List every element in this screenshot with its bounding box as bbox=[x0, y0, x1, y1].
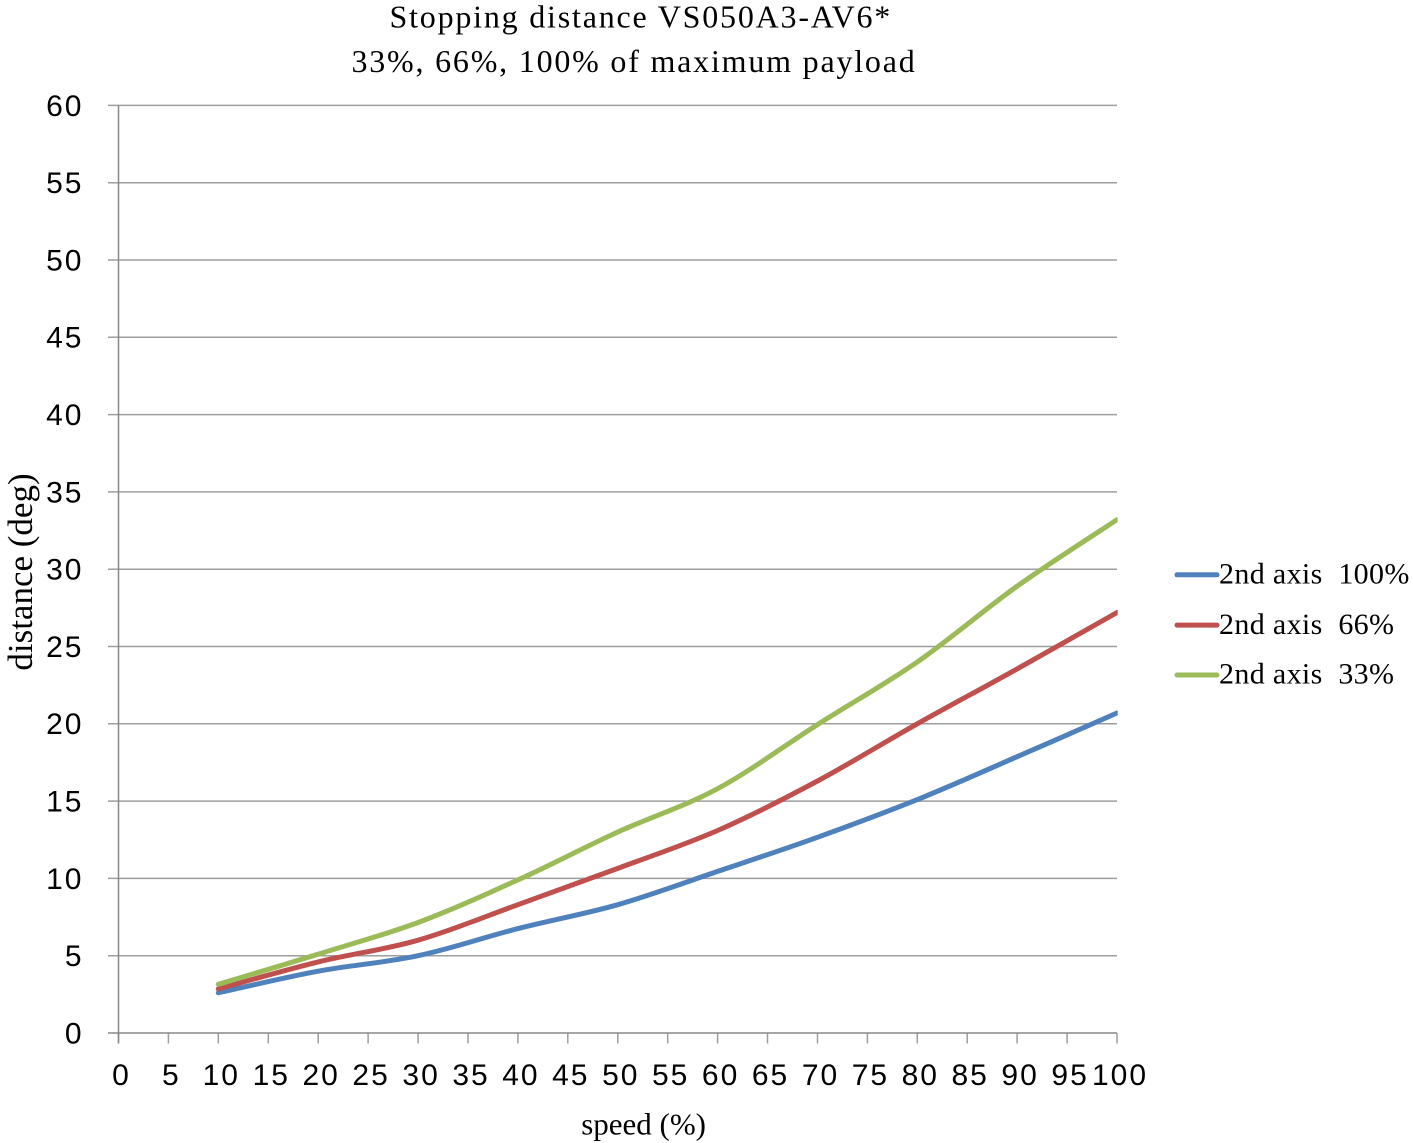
svg-text:10: 10 bbox=[46, 863, 83, 896]
svg-text:100: 100 bbox=[1092, 1059, 1148, 1092]
svg-text:2nd axis 33%: 2nd axis 33% bbox=[1219, 658, 1394, 691]
svg-text:distance (deg): distance (deg) bbox=[1, 473, 40, 670]
svg-text:90: 90 bbox=[1001, 1059, 1038, 1092]
svg-text:55: 55 bbox=[652, 1059, 689, 1092]
svg-text:10: 10 bbox=[203, 1059, 240, 1092]
svg-text:speed (%): speed (%) bbox=[581, 1107, 706, 1142]
svg-text:20: 20 bbox=[46, 708, 83, 741]
svg-text:95: 95 bbox=[1051, 1059, 1088, 1092]
svg-text:20: 20 bbox=[303, 1059, 340, 1092]
svg-text:25: 25 bbox=[352, 1059, 389, 1092]
svg-text:5: 5 bbox=[162, 1059, 181, 1092]
svg-text:30: 30 bbox=[46, 554, 83, 587]
svg-text:75: 75 bbox=[852, 1059, 889, 1092]
svg-text:45: 45 bbox=[46, 322, 83, 355]
svg-text:0: 0 bbox=[112, 1059, 131, 1092]
svg-text:85: 85 bbox=[952, 1059, 989, 1092]
svg-text:60: 60 bbox=[702, 1059, 739, 1092]
svg-text:25: 25 bbox=[46, 631, 83, 664]
svg-text:70: 70 bbox=[802, 1059, 839, 1092]
svg-text:60: 60 bbox=[46, 90, 83, 123]
svg-text:15: 15 bbox=[253, 1059, 290, 1092]
svg-text:50: 50 bbox=[46, 244, 83, 277]
svg-text:2nd axis 100%: 2nd axis 100% bbox=[1219, 558, 1410, 591]
svg-text:33%, 66%, 100% of maximum payl: 33%, 66%, 100% of maximum payload bbox=[351, 43, 916, 79]
svg-text:Stopping distance VS050A3-AV6*: Stopping distance VS050A3-AV6* bbox=[389, 0, 892, 35]
svg-text:30: 30 bbox=[402, 1059, 439, 1092]
svg-text:35: 35 bbox=[46, 476, 83, 509]
svg-text:0: 0 bbox=[65, 1017, 84, 1050]
svg-text:40: 40 bbox=[502, 1059, 539, 1092]
svg-text:40: 40 bbox=[46, 399, 83, 432]
svg-text:35: 35 bbox=[452, 1059, 489, 1092]
svg-text:45: 45 bbox=[552, 1059, 589, 1092]
svg-text:15: 15 bbox=[46, 786, 83, 819]
svg-text:80: 80 bbox=[902, 1059, 939, 1092]
svg-text:65: 65 bbox=[752, 1059, 789, 1092]
svg-text:55: 55 bbox=[46, 167, 83, 200]
svg-text:50: 50 bbox=[602, 1059, 639, 1092]
svg-text:2nd axis 66%: 2nd axis 66% bbox=[1219, 608, 1394, 641]
svg-text:5: 5 bbox=[65, 940, 84, 973]
